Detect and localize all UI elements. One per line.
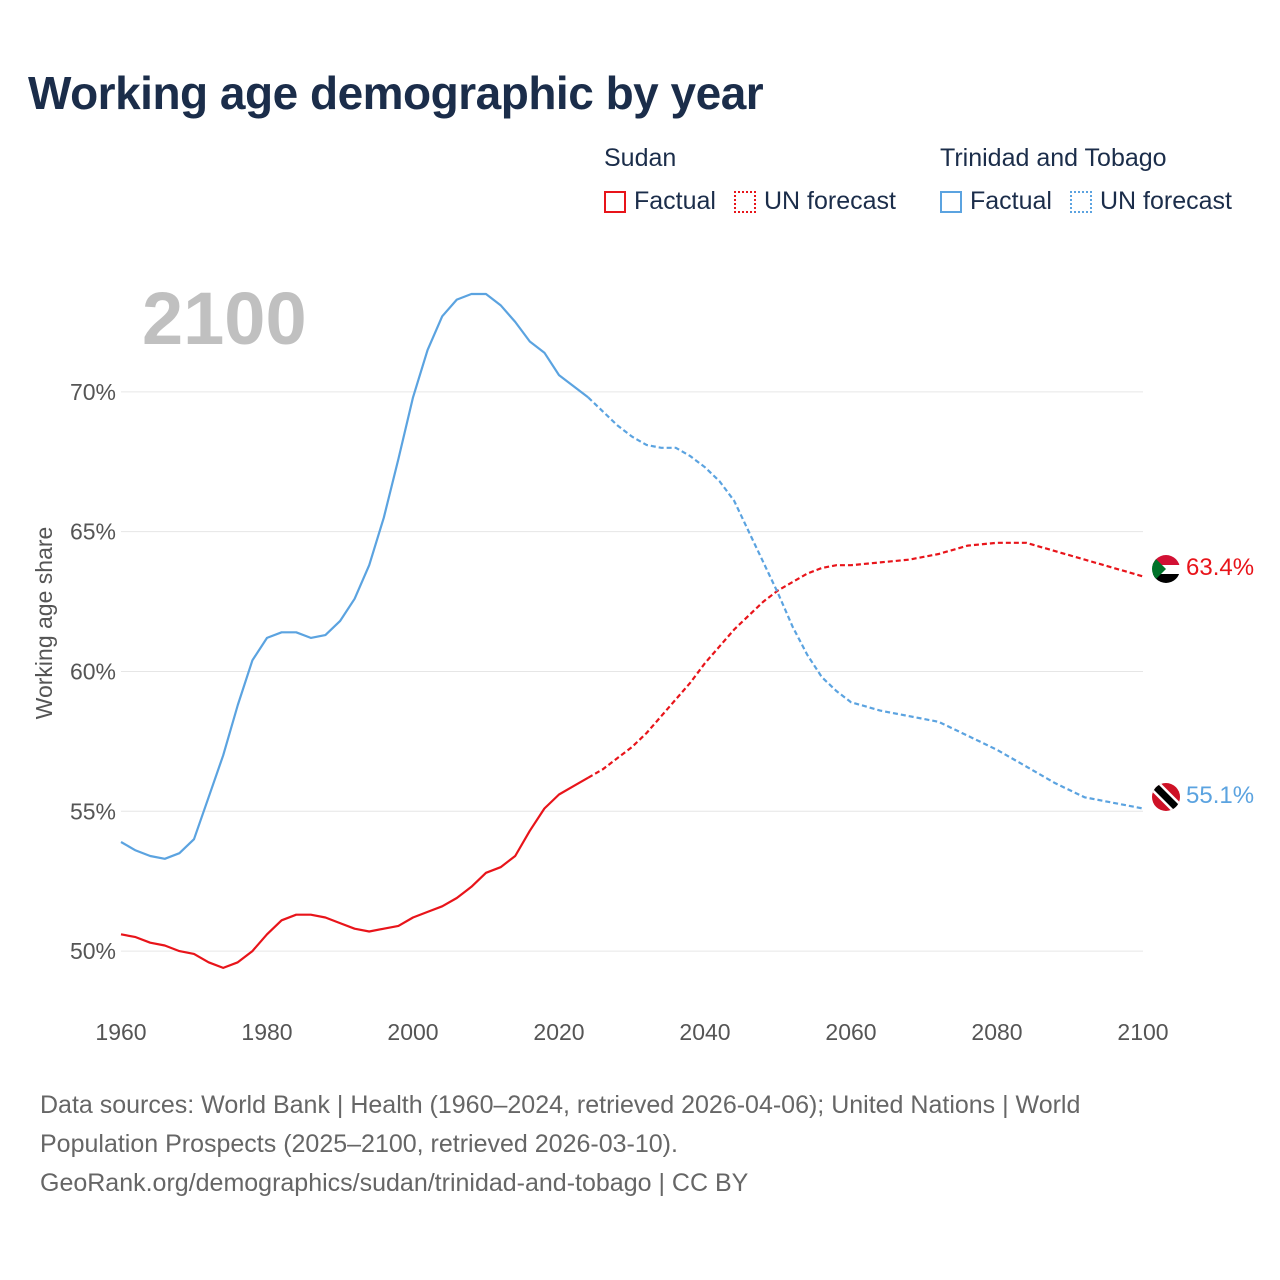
legend-trinidad: Trinidad and Tobago Factual UN forecast [940,144,1244,216]
x-tick-label: 2100 [1117,1019,1168,1045]
sources-link[interactable]: GeoRank.org/demographics/sudan/trinidad-… [40,1169,749,1197]
trinidad-flag-icon [1152,783,1180,811]
series-line-factual-0 [120,776,589,969]
sources-line-1: Data sources: World Bank | Health (1960–… [40,1091,1081,1119]
x-tick-label: 2060 [825,1019,876,1045]
dotted-swatch-icon [1069,190,1092,213]
y-axis: 50% 55% 60% 65% 70% [70,379,116,964]
sudan-flag-icon [1152,555,1180,583]
y-tick-label: 55% [70,798,116,824]
legend-item-sudan-factual[interactable]: Factual [604,187,716,216]
x-axis: 1960 1980 2000 2020 2040 2060 2080 2100 [95,1019,1168,1045]
x-tick-label: 1960 [95,1019,146,1045]
series-line-factual-1 [120,292,589,860]
trinidad-end-label: 55.1% [1186,782,1254,809]
page-title: Working age demographic by year [28,67,764,119]
legend-group-title: Trinidad and Tobago [940,144,1167,172]
x-tick-label: 2080 [971,1019,1022,1045]
sudan-end-label: 63.4% [1186,554,1254,581]
legend-item-trinidad-forecast[interactable]: UN forecast [1069,187,1232,216]
dotted-swatch-icon [733,190,756,213]
x-tick-label: 2020 [533,1019,584,1045]
x-tick-label: 2040 [679,1019,730,1045]
x-tick-label: 2000 [387,1019,438,1045]
legend-label: UN forecast [763,187,896,215]
legend-label: UN forecast [1099,187,1232,215]
x-tick-label: 1980 [241,1019,292,1045]
legend-item-sudan-forecast[interactable]: UN forecast [733,187,896,216]
legend-sudan: Sudan Factual UN forecast [604,144,908,216]
legend-label: Factual [634,187,716,215]
series-lines [120,292,1144,969]
y-tick-label: 70% [70,379,116,405]
year-watermark: 2100 [142,277,307,360]
y-tick-label: 60% [70,658,116,684]
line-chart: 2100 50% 55% 60% 65% 70% 1960 1980 2000 2020 204… [31,277,1254,1045]
y-axis-label: Working age share [31,527,57,720]
series-line-forecast-1 [587,396,1144,810]
y-tick-label: 50% [70,938,116,964]
legend-item-trinidad-factual[interactable]: Factual [940,187,1052,216]
sources-line-2: Population Prospects (2025–2100, retriev… [40,1130,678,1158]
legend-group-title: Sudan [604,144,677,172]
grid-lines [121,391,1143,952]
solid-swatch-icon [940,190,962,213]
y-tick-label: 65% [70,519,116,545]
legend-label: Factual [970,187,1052,215]
solid-swatch-icon [604,190,626,213]
data-sources: Data sources: World Bank | Health (1960–… [40,1086,1220,1203]
series-line-forecast-0 [587,541,1144,779]
